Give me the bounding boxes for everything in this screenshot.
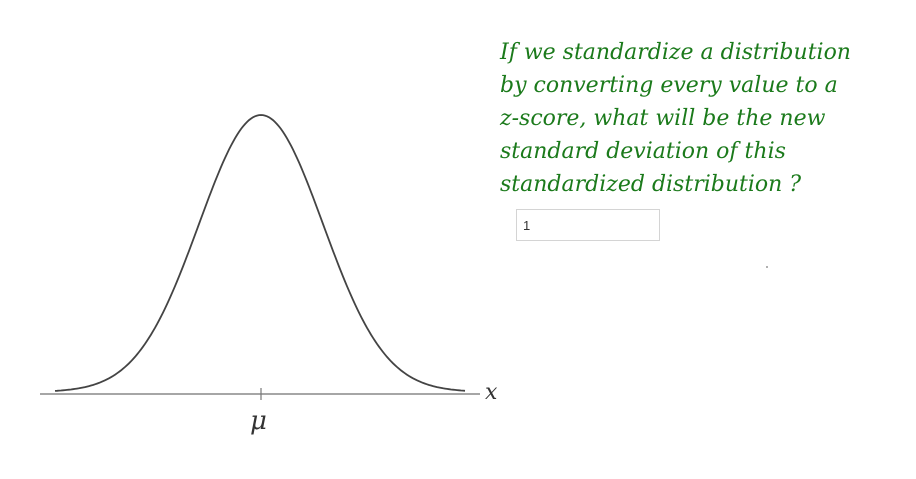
question-line-3: z-score, what will be the new bbox=[500, 106, 826, 131]
answer-input[interactable] bbox=[516, 209, 660, 241]
question-text: If we standardize a distribution by conv… bbox=[500, 36, 900, 201]
mean-label: μ bbox=[250, 406, 267, 436]
question-line-1: If we standardize a distribution bbox=[500, 40, 851, 65]
question-line-5: standardized distribution ? bbox=[500, 172, 802, 197]
question-line-4: standard deviation of this bbox=[500, 139, 786, 164]
question-line-2: by converting every value to a bbox=[500, 73, 838, 98]
bell-curve bbox=[54, 114, 466, 392]
stray-mark bbox=[766, 266, 768, 268]
x-axis-label: x bbox=[485, 380, 498, 405]
